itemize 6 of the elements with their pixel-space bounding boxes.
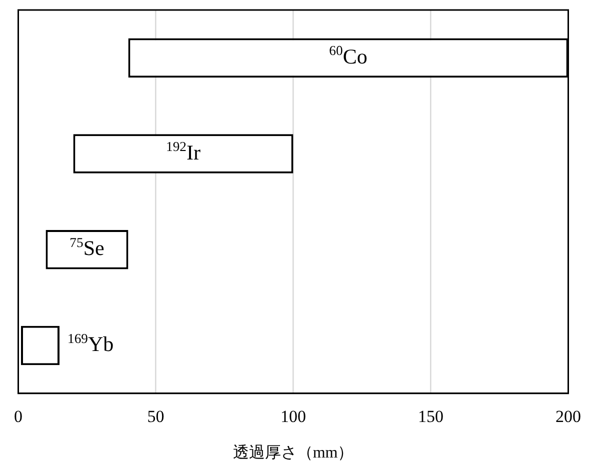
x-tick-label: 0	[14, 407, 22, 426]
x-tick-label: 50	[147, 407, 164, 426]
x-tick-label: 200	[556, 407, 581, 426]
x-tick-label: 100	[280, 407, 306, 426]
x-axis-title: 透過厚さ（mm）	[232, 444, 354, 462]
x-tick-label: 150	[418, 407, 444, 426]
